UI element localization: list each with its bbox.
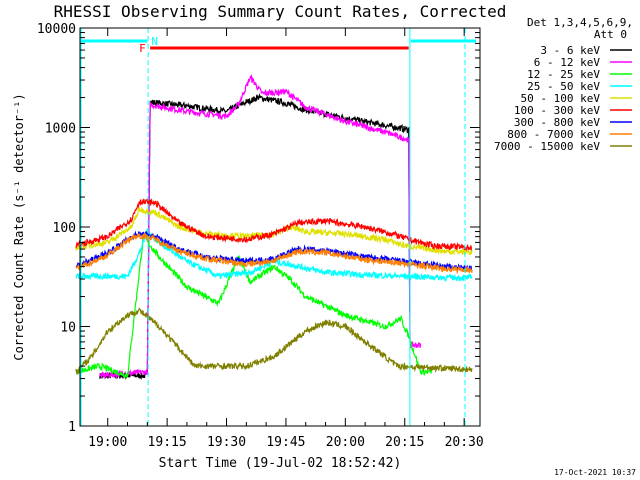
legend-attenuator: Att 0: [594, 28, 627, 41]
legend-label-7: 800 - 7000 keV: [507, 128, 600, 141]
y-axis: 1 10 100 1000 10000: [37, 22, 480, 435]
flag-bar-0-0: [80, 39, 148, 43]
x-tick-label-5: 20:15: [385, 435, 424, 450]
flag-bar-1-0: [150, 46, 409, 50]
legend-label-8: 7000 - 15000 keV: [494, 140, 600, 153]
y-tick-label-0: 1: [68, 420, 76, 435]
y-tick-label-1: 10: [60, 321, 76, 336]
y-tick-label-3: 1000: [45, 122, 76, 137]
y-tick-label-2: 100: [53, 221, 76, 236]
x-tick-label-6: 20:30: [445, 435, 484, 450]
legend-label-3: 25 - 50 keV: [527, 80, 600, 93]
series-line-5: [75, 198, 473, 252]
series-line-2: [75, 235, 433, 379]
legend-label-2: 12 - 25 keV: [527, 68, 600, 81]
x-tick-label-0: 19:00: [88, 435, 127, 450]
series-line-1: [99, 73, 422, 380]
series-layer: [75, 73, 473, 380]
series-line-7: [75, 232, 473, 275]
vline-layer: [80, 28, 466, 426]
x-axis-label: Start Time (19-Jul-02 18:52:42): [159, 456, 402, 471]
x-tick-label-3: 19:45: [266, 435, 305, 450]
timestamp: 17-Oct-2021 10:37: [554, 468, 636, 477]
legend-label-4: 50 - 100 keV: [521, 92, 601, 105]
x-tick-label-2: 19:30: [207, 435, 246, 450]
legend-title: Det 1,3,4,5,6,9,: [527, 16, 633, 29]
legend-label-1: 6 - 12 keV: [534, 56, 601, 69]
y-tick-label-4: 10000: [37, 22, 76, 37]
x-tick-label-1: 19:15: [148, 435, 187, 450]
flag-bar-0-1: [410, 39, 477, 43]
series-line-8: [75, 307, 473, 375]
legend-label-6: 300 - 800 keV: [514, 116, 600, 129]
legend-label-0: 3 - 6 keV: [540, 44, 600, 57]
flag-layer: NF: [80, 35, 477, 55]
x-tick-label-4: 20:00: [326, 435, 365, 450]
series-line-0: [99, 92, 411, 380]
flag-label-0: N: [151, 35, 158, 48]
chart-title: RHESSI Observing Summary Count Rates, Co…: [54, 2, 507, 21]
flag-label-1: F: [139, 42, 146, 55]
x-axis: 19:00 19:15 19:30 19:45 20:00 20:15 20:30: [88, 28, 484, 450]
y-axis-label: Corrected Count Rate (s⁻¹ detector⁻¹): [12, 93, 26, 360]
legend-label-5: 100 - 300 keV: [514, 104, 600, 117]
